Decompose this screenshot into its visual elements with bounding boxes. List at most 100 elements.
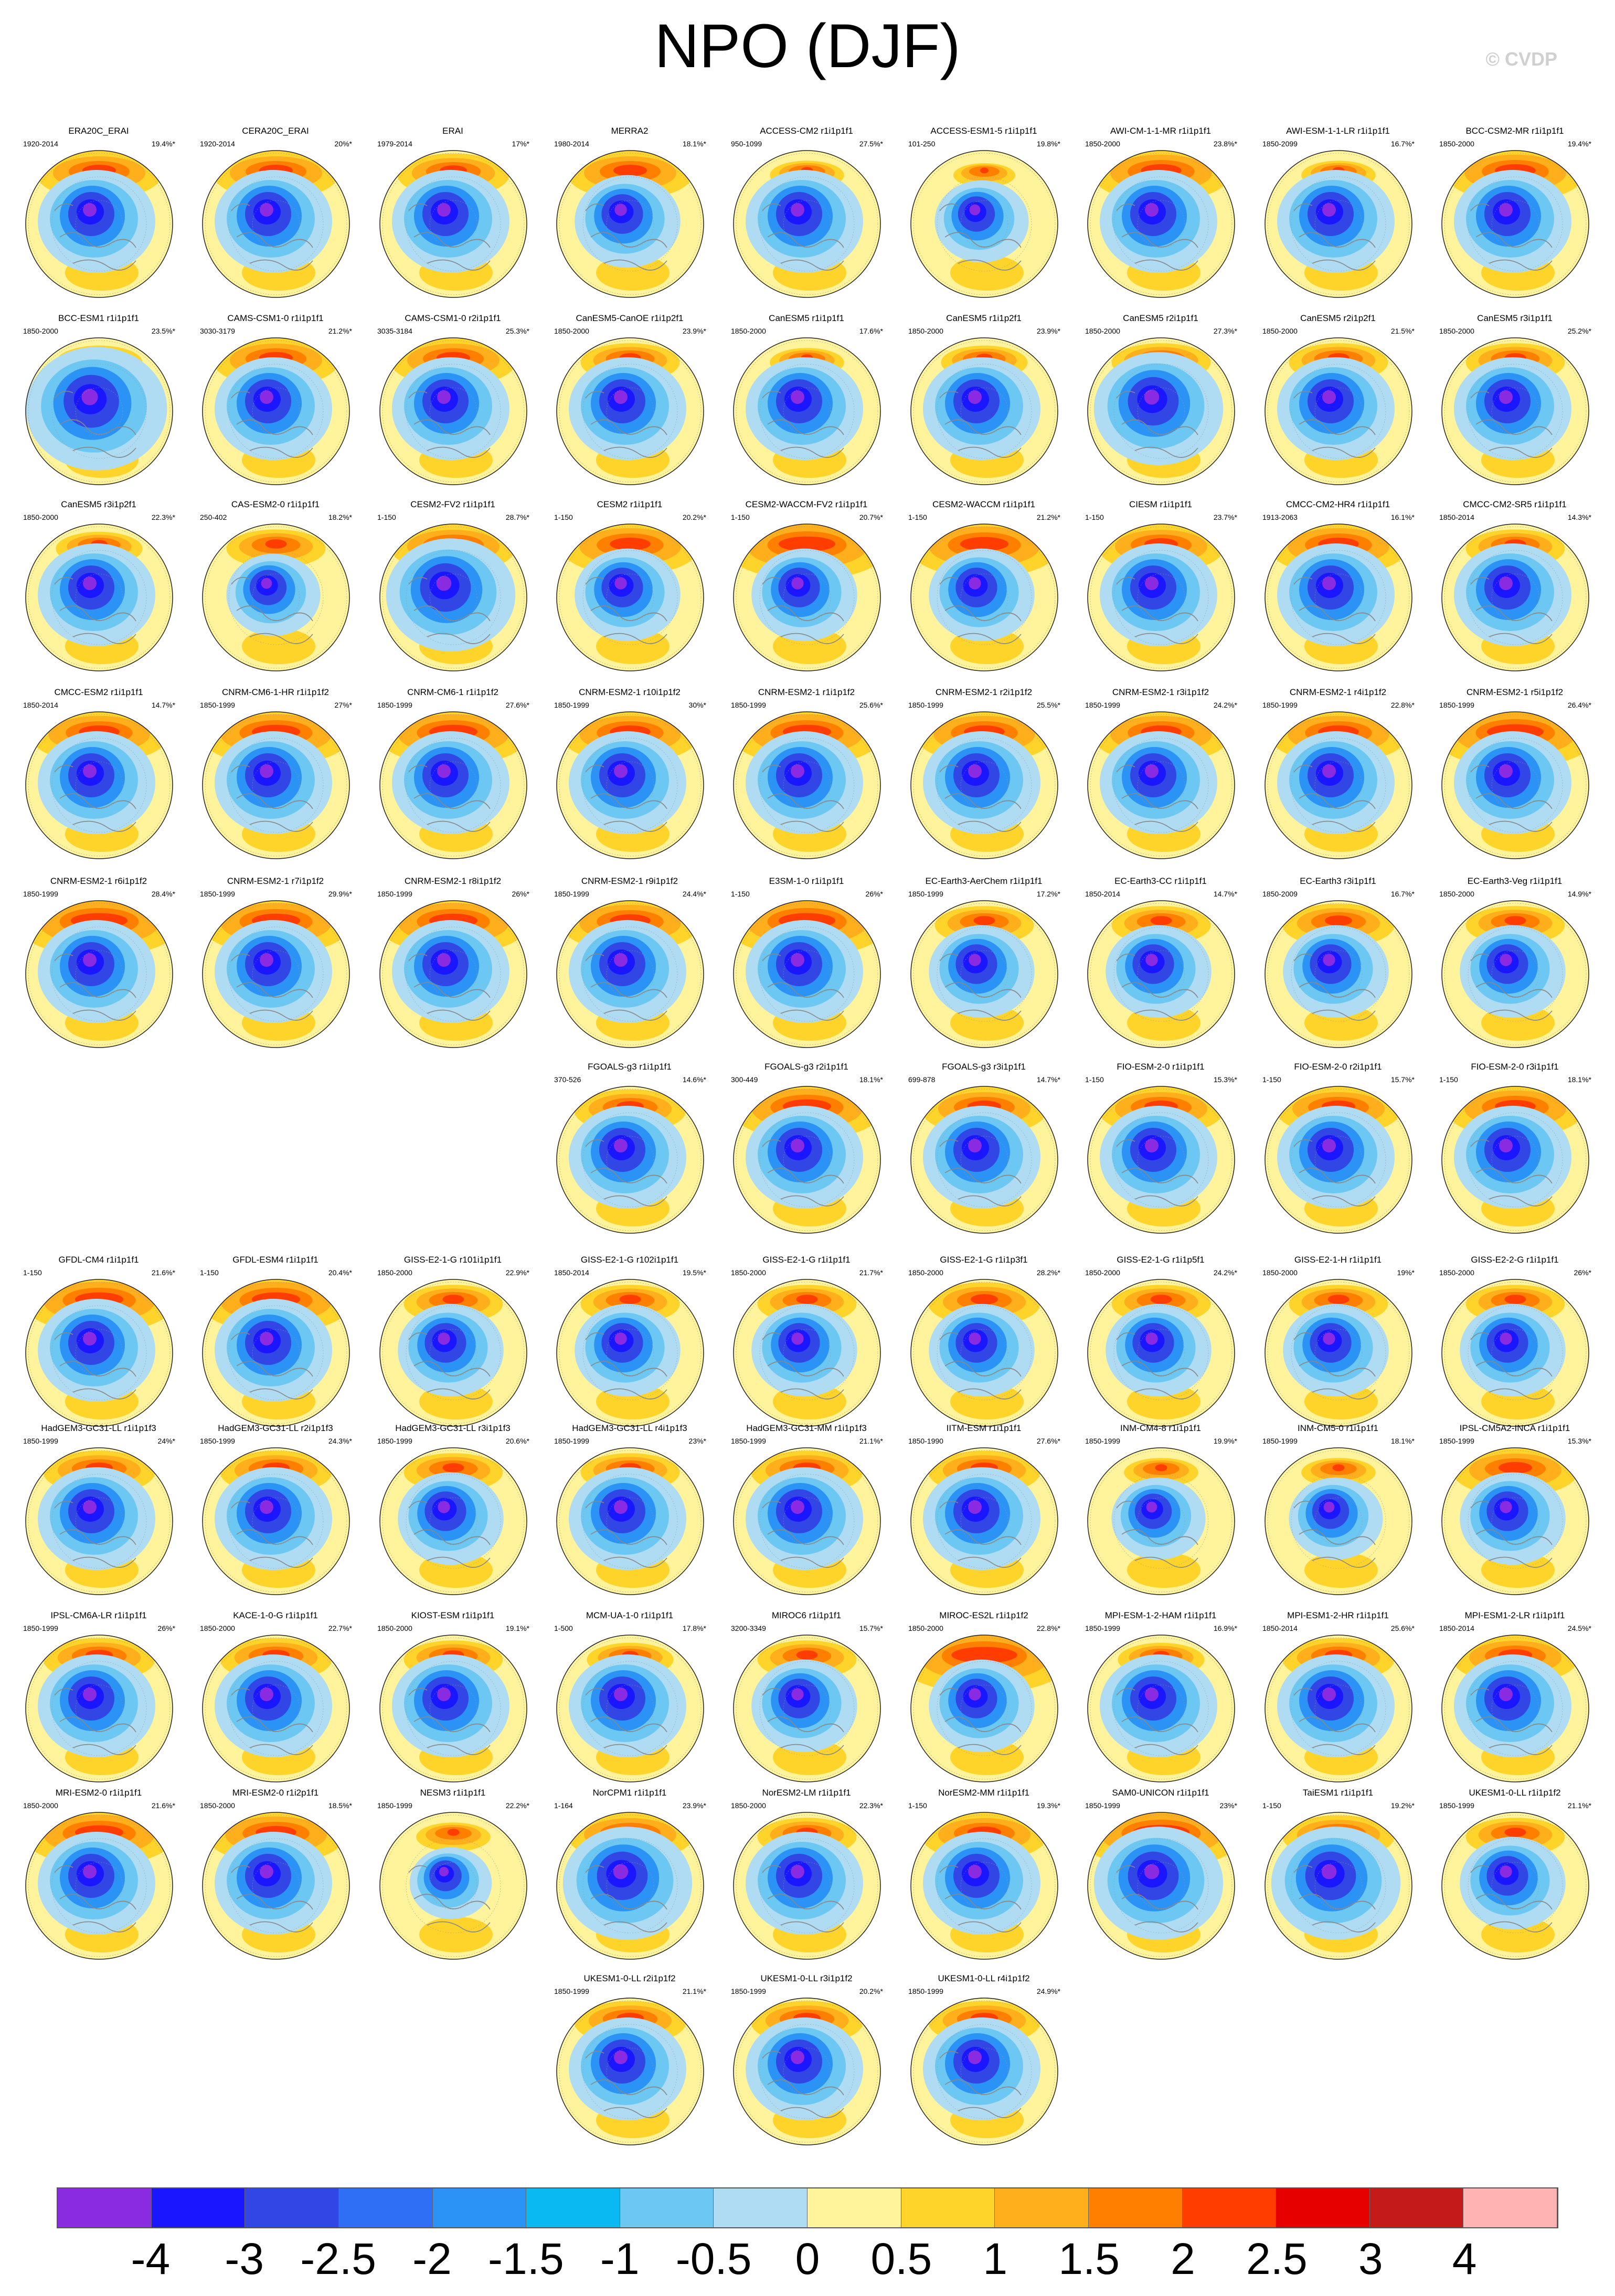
panel-period: 1979-2014 [377, 140, 412, 148]
map-rim [1265, 337, 1412, 485]
panel-title: HadGEM3-GC31-LL r3i1p1f3 [395, 1423, 511, 1433]
polar-map [379, 1447, 527, 1595]
negative-anomaly-core [614, 953, 628, 967]
graticule-circle [28, 153, 171, 295]
map-panel: FIO-ESM-2-0 r2i1p1f1 1-150 15.7%* [1259, 1062, 1417, 1243]
map-panel: ACCESS-ESM1-5 r1i1p1f1 101-250 19.8%* [905, 126, 1062, 307]
panel-variance: 23.5%* [151, 327, 175, 335]
graticule-circle [406, 1305, 501, 1401]
map-panel: CMCC-CM2-HR4 r1i1p1f1 1913-2063 16.1%* [1259, 499, 1417, 680]
graticule-circle [1090, 1450, 1232, 1593]
panel-title: CMCC-ESM2 r1i1p1f1 [54, 687, 143, 697]
map-panel: CAMS-CSM1-0 r2i1p1f1 3035-3184 25.3%* [374, 313, 532, 494]
negative-anomaly-core [1145, 1688, 1159, 1701]
panel-title: CNRM-ESM2-1 r3i1p1f2 [1112, 687, 1209, 697]
graticule-circle [913, 1637, 1056, 1780]
panel-variance: 23.7%* [1213, 513, 1237, 521]
graticule-circle [783, 1684, 831, 1733]
map-panel: CanESM5-CanOE r1i1p2f1 1850-2000 23.9%* [551, 313, 708, 494]
coastline [408, 390, 491, 458]
panel-period: 1850-1999 [908, 701, 943, 709]
negative-anomaly-core [437, 953, 451, 967]
graticule-circle [937, 176, 1032, 272]
graticule-circle [1291, 550, 1386, 645]
polar-map [202, 711, 350, 859]
panel-period: 1-150 [731, 890, 750, 898]
map-rim [1265, 150, 1412, 298]
negative-anomaly-core [1321, 1864, 1337, 1879]
map-panel: MRI-ESM2-0 r1i2p1f1 1850-2000 18.5%* [197, 1788, 354, 1969]
graticule-circle [252, 1497, 300, 1545]
graticule-circle [606, 573, 654, 622]
graticule-circle [606, 2047, 654, 2096]
map-panel: CNRM-ESM2-1 r9i1p1f2 1850-1999 24.4%* [551, 876, 708, 1057]
negative-anomaly-core [613, 1864, 629, 1879]
map-panel: NESM3 r1i1p1f1 1850-1999 22.2%* [374, 1788, 532, 1969]
graticule-circle [1267, 526, 1410, 669]
colorbar-swatch [620, 2188, 714, 2227]
map-rim [733, 524, 881, 671]
negative-anomaly-core [791, 2051, 804, 2064]
colorbar-tick-label: -0.5 [675, 2234, 752, 2283]
panel-title: HadGEM3-GC31-LL r4i1p1f3 [572, 1423, 687, 1433]
polar-map [1441, 1447, 1589, 1595]
graticule-circle [913, 340, 1056, 483]
graticule-circle [75, 1497, 123, 1545]
panel-variance: 18.1%* [682, 140, 706, 148]
map-panel: NorESM2-LM r1i1p1f1 1850-2000 22.3%* [728, 1788, 885, 1969]
negative-anomaly-core [260, 390, 273, 404]
negative-anomaly-core [260, 1332, 273, 1345]
panel-title: CNRM-ESM2-1 r1i1p1f2 [758, 687, 855, 697]
map-panel: KIOST-ESM r1i1p1f1 1850-2000 19.1%* [374, 1610, 532, 1791]
map-rim [202, 900, 350, 1048]
coastline [408, 953, 491, 1021]
negative-anomaly-core [436, 575, 452, 591]
graticule-circle [783, 1862, 831, 1910]
graticule-circle [736, 903, 878, 1045]
map-panel: CNRM-ESM2-1 r7i1p1f2 1850-1999 29.9%* [197, 876, 354, 1057]
panel-title: CESM2-WACCM r1i1p1f1 [932, 499, 1035, 509]
panel-title: GISS-E2-1-G r1i1p3f1 [940, 1255, 1028, 1265]
graticule-circle [1137, 1684, 1185, 1733]
graticule-circle [783, 950, 831, 998]
map-rim [25, 711, 173, 859]
graticule-circle [1444, 340, 1587, 483]
graticule-circle [51, 176, 147, 272]
map-panel: GISS-E2-1-G r1i1p5f1 1850-2000 24.2%* [1082, 1255, 1239, 1436]
graticule-circle [759, 926, 855, 1022]
panel-title: FIO-ESM-2-0 r1i1p1f1 [1117, 1062, 1205, 1072]
negative-anomaly-core [791, 390, 804, 404]
map-panel: HadGEM3-GC31-MM r1i1p1f3 1850-1999 21.1%* [728, 1423, 885, 1604]
panel-title: INM-CM5-0 r1i1p1f1 [1298, 1423, 1378, 1433]
graticule-circle [1090, 714, 1232, 857]
coastline [939, 764, 1022, 832]
graticule-circle [937, 1473, 1032, 1569]
map-rim [379, 150, 527, 298]
polar-map [556, 337, 704, 485]
graticule-circle [937, 2024, 1032, 2119]
positive-anomaly-core [1327, 1295, 1350, 1304]
graticule-circle [1137, 573, 1185, 622]
panel-variance: 28.4%* [151, 890, 175, 898]
panel-period: 1-500 [554, 1624, 573, 1632]
map-panel: AWI-CM-1-1-MR r1i1p1f1 1850-2000 23.8%* [1082, 126, 1239, 307]
map-rim [1441, 1086, 1589, 1234]
negative-anomaly-core [83, 1332, 97, 1345]
coastline [939, 203, 1022, 271]
panel-period: 1850-2000 [23, 1801, 58, 1810]
map-rim [556, 1635, 704, 1782]
map-rim [556, 1812, 704, 1960]
graticule-circle [1314, 1684, 1363, 1733]
colorbar-tick-label: 1 [983, 2234, 1008, 2283]
panel-period: 1850-2000 [1085, 140, 1120, 148]
panel-period: 1850-2000 [908, 1624, 943, 1632]
polar-map [556, 900, 704, 1048]
panel-variance: 14.9%* [1567, 890, 1591, 898]
negative-anomaly-core [614, 577, 627, 590]
panel-variance: 19.2%* [1390, 1801, 1415, 1810]
graticule-circle [75, 1862, 123, 1910]
map-panel: BCC-CSM2-MR r1i1p1f1 1850-2000 19.4%* [1436, 126, 1593, 307]
panel-title: FIO-ESM-2-0 r3i1p1f1 [1471, 1062, 1559, 1072]
panel-period: 1850-2000 [908, 327, 943, 335]
panel-variance: 22.3%* [151, 513, 175, 521]
